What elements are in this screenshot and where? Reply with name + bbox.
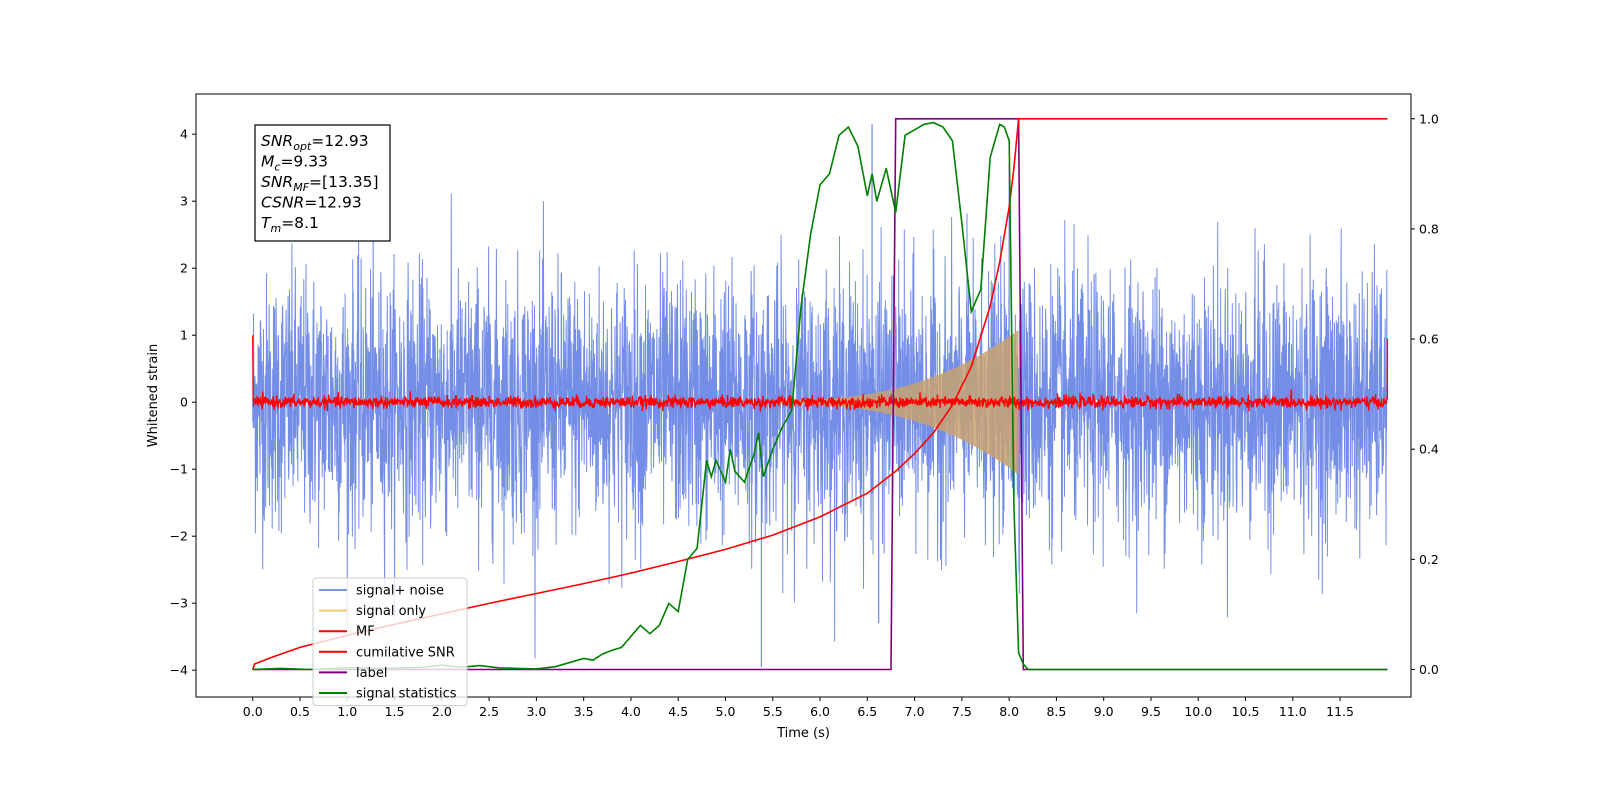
y-right-tick-label: 0.6 (1419, 332, 1439, 347)
x-tick-label: 7.0 (905, 704, 925, 719)
y-left-tick-label: 4 (180, 127, 188, 142)
y-right-tick-label: 0.4 (1419, 442, 1439, 457)
x-tick-label: 8.5 (1046, 704, 1066, 719)
x-tick-label: 4.5 (668, 704, 688, 719)
x-tick-label: 6.0 (810, 704, 830, 719)
legend: signal+ noise signal only MF cumilative SNR… (312, 577, 468, 707)
legend-label: signal statistics (356, 687, 457, 702)
x-tick-label: 5.5 (763, 704, 783, 719)
y-right-tick-label: 0.0 (1419, 662, 1439, 677)
x-axis: 0.0 0.5 1.0 1.5 2.0 2.5 3.0 3.5 4.0 4.5 5.0 5.5 6.0 6… (243, 697, 1354, 719)
x-tick-label: 11.0 (1279, 704, 1307, 719)
legend-label: signal+ noise (356, 584, 444, 599)
x-tick-label: 2.0 (432, 704, 452, 719)
annotation-line: Tm=8.1 (261, 214, 319, 235)
x-tick-label: 9.0 (1094, 704, 1114, 719)
legend-label: MF (356, 625, 375, 640)
x-tick-label: 7.5 (952, 704, 972, 719)
x-tick-label: 0.5 (290, 704, 310, 719)
legend-label: cumilative SNR (356, 645, 455, 660)
x-tick-label: 3.0 (526, 704, 546, 719)
y-right-tick-label: 1.0 (1419, 111, 1439, 126)
annotation-line: CSNR=12.93 (261, 194, 362, 212)
y-right-tick-label: 0.8 (1419, 221, 1439, 236)
x-tick-label: 8.0 (999, 704, 1019, 719)
y-left-tick-label: −4 (170, 663, 188, 678)
x-tick-label: 9.5 (1141, 704, 1161, 719)
y-axis-left: 4 3 2 1 0 −1 −2 −3 −4 (170, 127, 196, 678)
y-left-tick-label: −2 (170, 529, 188, 544)
annotation-line: SNRopt=12.93 (261, 132, 369, 153)
x-tick-label: 4.0 (621, 704, 641, 719)
legend-label: signal only (356, 604, 426, 619)
x-tick-label: 1.0 (337, 704, 357, 719)
legend-frame (312, 577, 468, 707)
mf-line (252, 335, 1389, 412)
x-tick-label: 11.5 (1326, 704, 1354, 719)
annotation-box: SNRopt=12.93Mc=9.33SNRMF=[13.35]CSNR=12.… (254, 124, 391, 242)
x-tick-label: 5.0 (716, 704, 736, 719)
y-axis-right: 1.0 0.8 0.6 0.4 0.2 0.0 (1411, 111, 1439, 677)
y-left-tick-label: 2 (180, 261, 188, 276)
x-tick-label: 1.5 (385, 704, 405, 719)
y-axis-left-label: Whitened strain (146, 344, 161, 447)
y-left-tick-label: 3 (180, 194, 188, 209)
annotation-line: SNRMF=[13.35] (261, 173, 379, 194)
signal-statistics-line (252, 121, 1388, 671)
y-left-tick-label: −1 (170, 462, 188, 477)
x-tick-label: 0.0 (243, 704, 263, 719)
plot-frame (195, 93, 1412, 698)
x-axis-label: Time (s) (776, 726, 830, 741)
y-right-tick-label: 0.2 (1419, 552, 1439, 567)
x-tick-label: 3.5 (574, 704, 594, 719)
y-left-tick-label: −3 (170, 596, 188, 611)
x-tick-label: 6.5 (857, 704, 877, 719)
x-tick-label: 10.5 (1232, 704, 1260, 719)
mf-series (252, 335, 1389, 412)
y-left-tick-label: 0 (180, 395, 188, 410)
annotation-frame (254, 124, 391, 242)
x-tick-label: 2.5 (479, 704, 499, 719)
y-left-tick-label: 1 (180, 328, 188, 343)
annotation-line: Mc=9.33 (261, 153, 328, 174)
legend-label: label (356, 666, 387, 681)
x-tick-label: 10.0 (1184, 704, 1212, 719)
